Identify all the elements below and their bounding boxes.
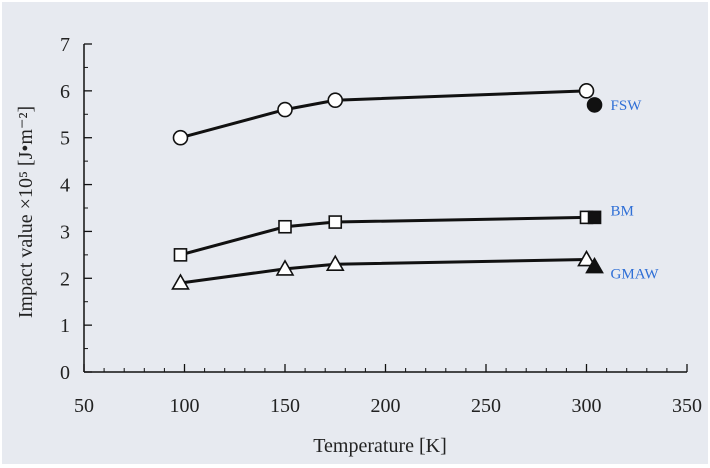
series-line-fsw <box>180 89 587 140</box>
point-fsw-300 <box>578 83 595 99</box>
filled-point-gmaw <box>585 256 604 274</box>
point-gmaw-150 <box>275 259 295 276</box>
point-bm-175 <box>328 215 343 229</box>
series-fsw <box>172 83 603 146</box>
y-tick-label-5: 5 <box>60 128 70 150</box>
x-tick-label-50: 50 <box>74 395 94 417</box>
x-tick-label-350: 350 <box>672 395 702 417</box>
point-fsw-175 <box>327 92 344 109</box>
y-tick-label-2: 2 <box>60 268 70 290</box>
series-layer <box>171 83 604 290</box>
series-gmaw <box>171 249 604 290</box>
x-axis-title: Temperature [K] <box>313 435 447 457</box>
series-line-gmaw <box>180 258 587 285</box>
y-tick-label-4: 4 <box>60 175 70 197</box>
y-axis-title: Impact value ×10⁵ [J•m⁻²] <box>15 106 37 318</box>
series-label-bm: BM <box>611 203 634 219</box>
series-bm <box>173 210 602 262</box>
x-tick-label-200: 200 <box>371 395 401 417</box>
point-fsw-150 <box>277 101 293 118</box>
series-label-fsw: FSW <box>611 98 643 114</box>
point-bm-98 <box>173 248 188 262</box>
filled-point-bm <box>587 210 602 225</box>
x-tick-label-150: 150 <box>270 395 300 417</box>
y-tick-label-6: 6 <box>60 81 70 103</box>
point-bm-150 <box>278 219 292 234</box>
series-labels: FSW BM GMAW <box>611 98 660 283</box>
series-line-bm <box>180 215 587 257</box>
x-tick-label-250: 250 <box>471 395 501 417</box>
ticks: 50 100 150 200 250 300 350 0 1 2 3 4 5 6 7 <box>60 34 702 417</box>
y-tick-label-3: 3 <box>60 221 70 243</box>
x-tick-label-300: 300 <box>572 395 602 417</box>
x-tick-label-100: 100 <box>170 395 200 417</box>
axes <box>83 44 687 373</box>
point-gmaw-300 <box>577 249 596 267</box>
series-label-gmaw: GMAW <box>611 267 660 283</box>
y-tick-label-1: 1 <box>60 315 70 337</box>
y-tick-label-0: 0 <box>60 362 70 384</box>
point-gmaw-98 <box>171 273 190 290</box>
point-gmaw-175 <box>325 254 345 272</box>
y-tick-label-7: 7 <box>60 34 70 56</box>
filled-point-fsw <box>586 97 603 113</box>
point-fsw-98 <box>172 129 189 146</box>
